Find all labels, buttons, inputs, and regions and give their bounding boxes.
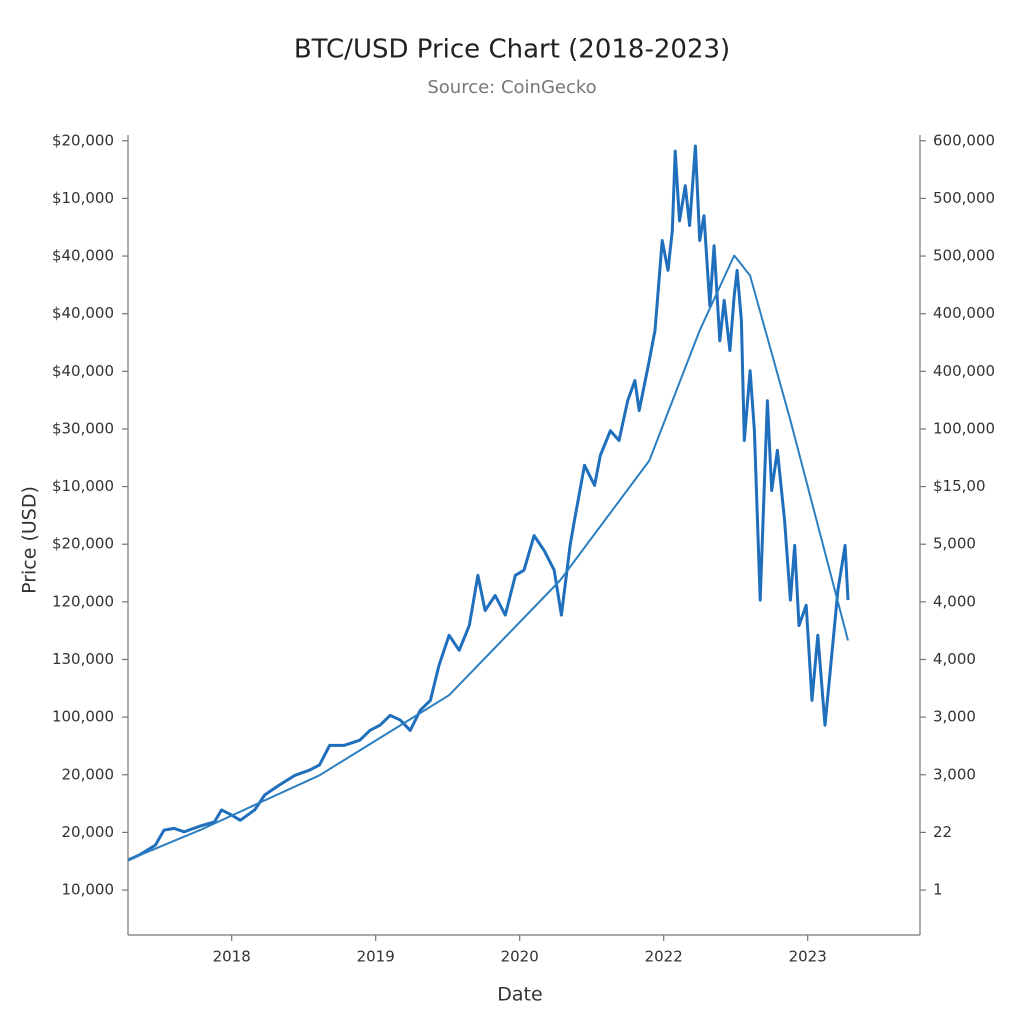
x-axis-label: Date — [497, 984, 542, 1006]
y2-tick-label: 22 — [933, 823, 952, 841]
y2-tick-label: 1 — [933, 881, 943, 899]
y2-tick-label: 5,000 — [933, 535, 976, 553]
y2-tick-label: 400,000 — [933, 362, 995, 380]
x-tick-label: 2019 — [357, 948, 395, 966]
x-tick-label: 2020 — [501, 948, 539, 966]
y-tick-label: $40,000 — [52, 362, 114, 380]
y-tick-label: $10,000 — [52, 189, 114, 207]
y-tick-label: $10,000 — [52, 477, 114, 495]
chart-subtitle: Source: CoinGecko — [427, 77, 596, 98]
y-axis-label: Price (USD) — [19, 486, 41, 594]
y-tick-label: 20,000 — [62, 765, 115, 783]
y2-tick-label: 500,000 — [933, 189, 995, 207]
x-tick-label: 2023 — [789, 948, 827, 966]
y2-tick-label: 400,000 — [933, 304, 995, 322]
y-tick-label: 10,000 — [62, 881, 115, 899]
y2-tick-label: 600,000 — [933, 131, 995, 149]
line-series — [127, 144, 850, 862]
y-tick-label: $40,000 — [52, 304, 114, 322]
x-tick-label: 2018 — [213, 948, 251, 966]
y-tick-label: $40,000 — [52, 247, 114, 265]
y-tick-label: 130,000 — [52, 650, 114, 668]
y-tick-label: 120,000 — [52, 592, 114, 610]
y2-tick-label: 4,000 — [933, 592, 976, 610]
y2-tick-label: 3,000 — [933, 765, 976, 783]
x-tick-label: 2022 — [645, 948, 683, 966]
y-tick-label: $20,000 — [52, 535, 114, 553]
y-tick-label: $30,000 — [52, 419, 114, 437]
y2-tick-label: 500,000 — [933, 247, 995, 265]
y2-tick-label: 100,000 — [933, 419, 995, 437]
y2-tick-label: $15,00 — [933, 477, 986, 495]
line-series — [127, 254, 849, 862]
y2-tick-label: 3,000 — [933, 708, 976, 726]
y-tick-label: 20,000 — [62, 823, 115, 841]
chart-title: BTC/USD Price Chart (2018-2023) — [294, 35, 730, 65]
y-tick-label: 100,000 — [52, 708, 114, 726]
y2-tick-label: 4,000 — [933, 650, 976, 668]
y-tick-label: $20,000 — [52, 131, 114, 149]
